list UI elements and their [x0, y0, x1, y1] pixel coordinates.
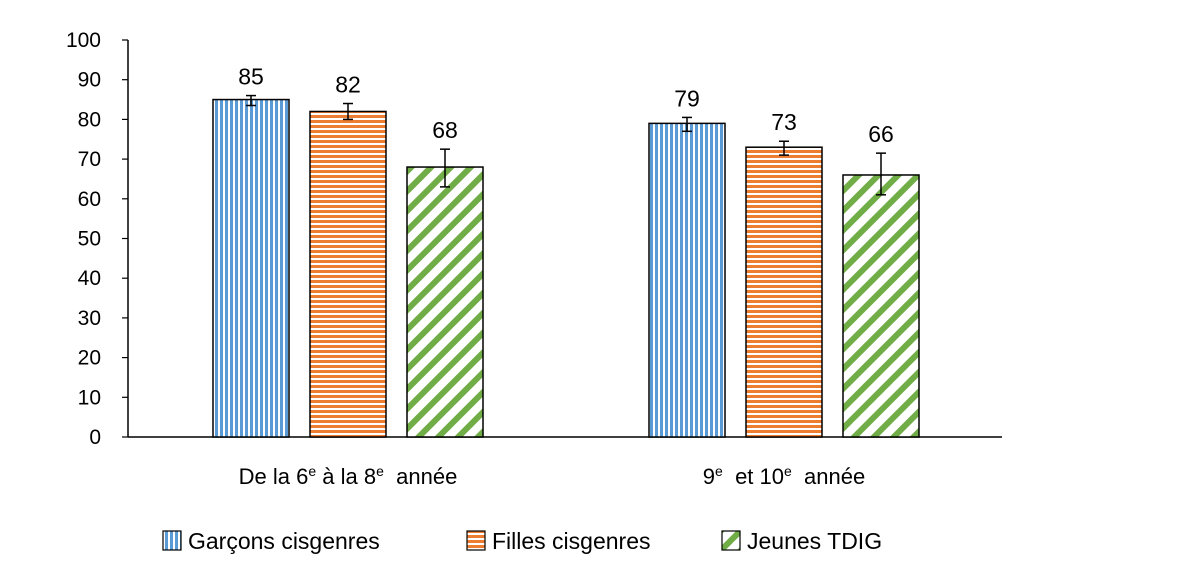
y-tick-label: 80 — [78, 108, 101, 131]
data-label: 85 — [238, 64, 264, 90]
y-tick-label: 40 — [78, 267, 101, 290]
bars — [212, 94, 920, 438]
legend-label: Filles cisgenres — [492, 528, 651, 554]
data-label: 79 — [674, 85, 700, 111]
data-label: 66 — [868, 121, 894, 147]
y-tick-label: 90 — [78, 69, 101, 92]
y-tick-label: 30 — [78, 307, 101, 330]
bar — [406, 166, 484, 438]
legend: Garçons cisgenres Filles cisgenres Jeunes … — [162, 528, 882, 554]
y-tick-label: 70 — [78, 148, 101, 171]
axes: 0 10 20 30 40 50 60 70 80 90 100 De la 6e à la 8e a… — [66, 29, 1002, 489]
bar — [309, 110, 387, 438]
y-tick-label: 0 — [89, 426, 101, 449]
legend-swatch — [721, 530, 741, 551]
legend-label: Garçons cisgenres — [188, 528, 380, 554]
data-label: 82 — [335, 72, 361, 98]
legend-swatch — [162, 530, 182, 551]
legend-swatch — [466, 530, 486, 551]
x-category-label: De la 6e à la 8e année — [239, 463, 458, 489]
bar — [745, 146, 823, 438]
bar — [212, 98, 290, 438]
y-tick-label: 20 — [78, 347, 101, 370]
data-label: 73 — [771, 109, 797, 135]
y-tick-label: 50 — [78, 228, 101, 251]
legend-label: Jeunes TDIG — [747, 528, 882, 554]
bar — [648, 122, 726, 438]
y-tick-label: 60 — [78, 188, 101, 211]
data-labels: 85 79 82 73 68 66 — [238, 64, 894, 148]
data-label: 68 — [432, 117, 458, 143]
x-category-label: 9e et 10e année — [703, 463, 865, 489]
y-tick-label: 100 — [66, 29, 101, 52]
y-tick-label: 10 — [78, 386, 101, 409]
bar — [842, 174, 920, 438]
